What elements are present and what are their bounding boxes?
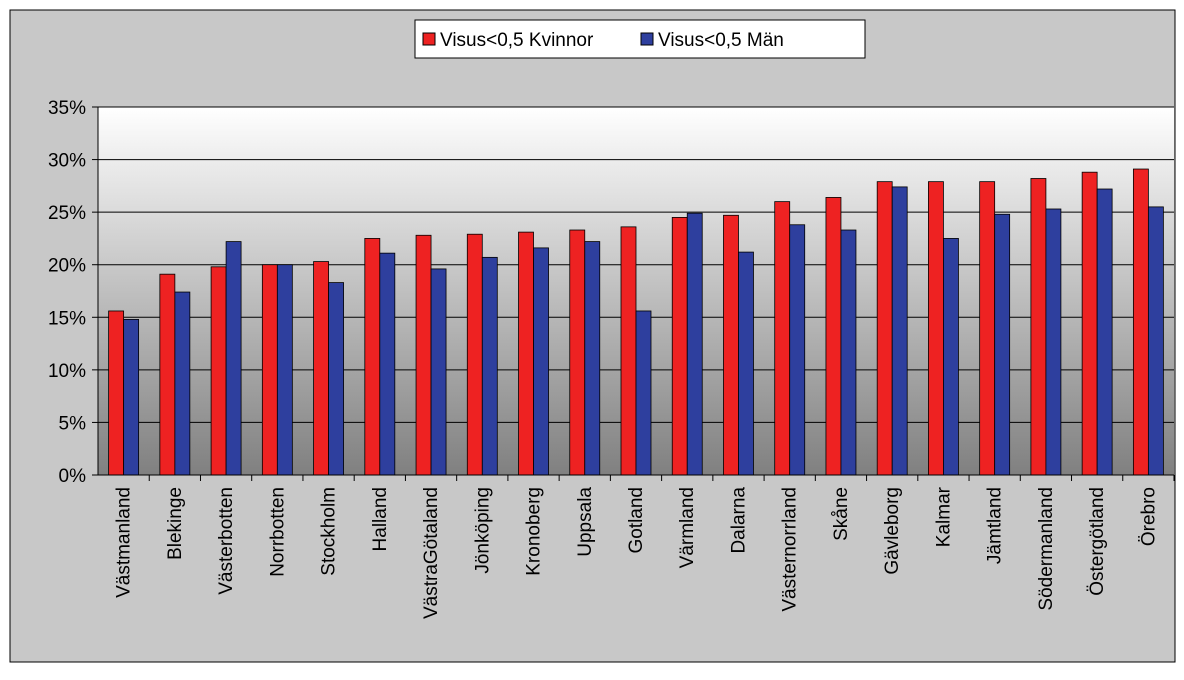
bar [430, 268, 447, 476]
bar [379, 252, 396, 476]
y-tick-label: 15% [48, 308, 86, 329]
y-tick-label: 35% [48, 98, 86, 119]
x-tick-label: Värmland [677, 487, 698, 568]
x-tick-label: Västerbotten [216, 487, 237, 595]
y-tick-label: 10% [48, 361, 86, 382]
x-tick-label: Gävleborg [882, 487, 903, 575]
bar [994, 213, 1011, 476]
bar [943, 238, 959, 476]
x-tick-label: Västmanland [114, 487, 135, 598]
bar [1030, 178, 1047, 476]
bar [466, 233, 483, 476]
bar [584, 241, 601, 476]
bar [635, 310, 652, 476]
x-tick-label: Västernorrland [780, 487, 801, 612]
y-tick-label: 0% [59, 466, 87, 487]
x-tick-label: VästraGötaland [421, 487, 442, 619]
x-tick-label: Kalmar [933, 486, 954, 547]
bar [481, 256, 498, 476]
x-tick-label: Örebro [1138, 487, 1159, 546]
x-tick-label: Norrbotten [267, 487, 288, 577]
legend-label: Visus<0,5 Män [658, 30, 784, 51]
bar [774, 201, 791, 476]
y-tick-label: 30% [48, 151, 86, 172]
bar [686, 212, 703, 476]
legend-swatch [422, 32, 436, 46]
bar [415, 234, 432, 476]
bar [533, 247, 549, 476]
bar [928, 181, 944, 476]
bar [1081, 171, 1098, 476]
x-tick-label: Blekinge [165, 487, 186, 560]
bar [276, 264, 293, 476]
legend-swatch [640, 32, 654, 46]
bar [159, 273, 176, 476]
bar [1045, 208, 1062, 476]
bar [123, 318, 140, 476]
bar [671, 216, 688, 476]
bar [825, 197, 842, 476]
x-tick-label: Dalarna [728, 487, 749, 554]
bar [328, 282, 344, 476]
y-tick-label: 20% [48, 256, 86, 277]
x-tick-label: Uppsala [575, 487, 596, 557]
x-tick-label: Kronoberg [524, 487, 545, 576]
bar [313, 261, 329, 476]
bar [876, 181, 893, 476]
bar [569, 229, 586, 476]
bar [1096, 188, 1113, 476]
bar [840, 229, 857, 476]
x-tick-label: Södermanland [1036, 487, 1057, 611]
bar [108, 310, 125, 476]
x-tick-label: Skåne [831, 487, 852, 541]
bar [210, 266, 227, 476]
bar [620, 226, 637, 476]
bar [261, 264, 278, 476]
y-tick-label: 5% [59, 413, 87, 434]
bar [723, 214, 739, 476]
bar [518, 231, 534, 476]
legend-label: Visus<0,5 Kvinnor [440, 30, 594, 51]
bar [789, 224, 806, 476]
x-tick-label: Jönköping [472, 487, 493, 574]
x-tick-label: Jämtland [985, 487, 1006, 564]
bar [364, 238, 381, 476]
bar [225, 241, 242, 476]
bar [1147, 206, 1164, 476]
legend [414, 19, 866, 59]
x-tick-label: Stockholm [319, 487, 340, 576]
bar [891, 186, 908, 476]
bar [174, 291, 191, 476]
bar [979, 181, 996, 476]
bar [1132, 168, 1149, 476]
x-tick-label: Gotland [626, 487, 647, 554]
x-tick-label: Östergötland [1087, 487, 1108, 596]
bar [738, 251, 754, 476]
x-tick-label: Halland [370, 487, 391, 551]
y-tick-label: 25% [48, 203, 86, 224]
